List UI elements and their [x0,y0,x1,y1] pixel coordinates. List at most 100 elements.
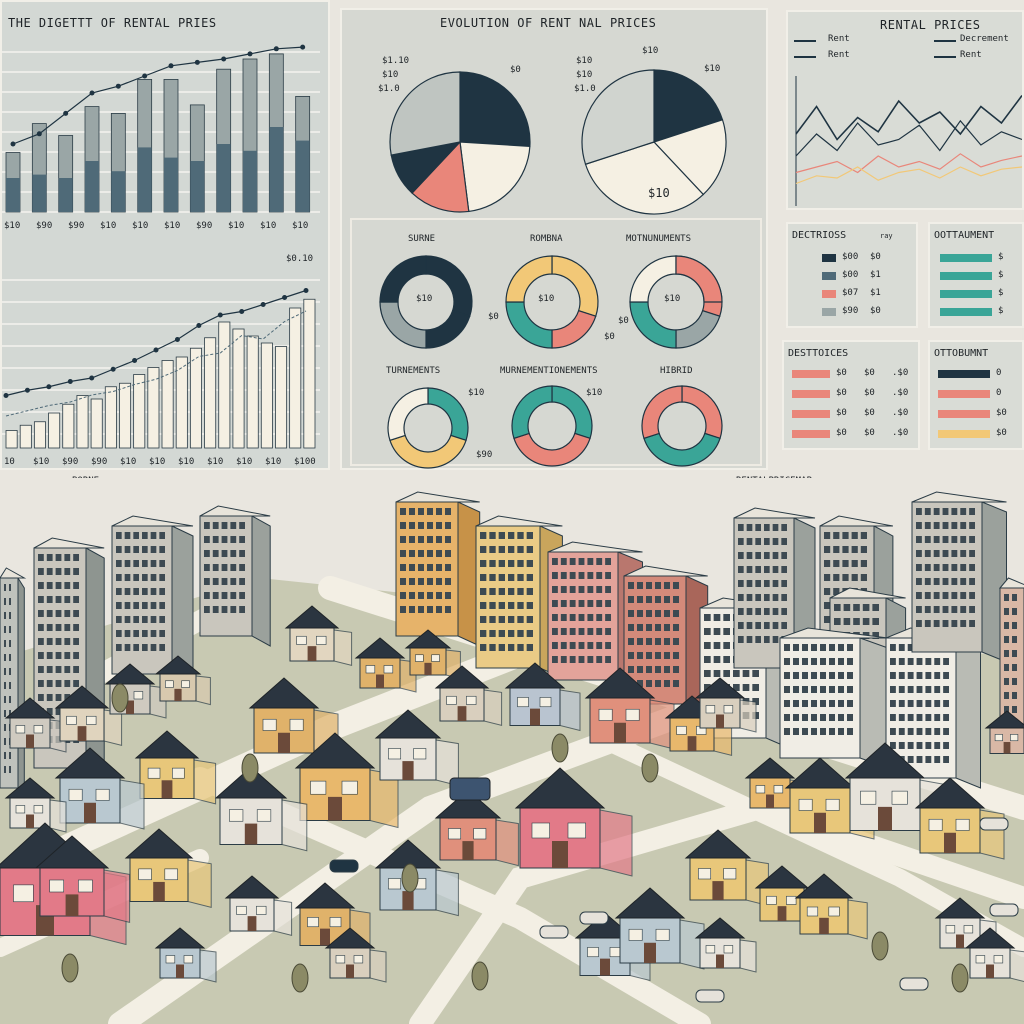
window [445,578,451,585]
window [55,582,62,589]
door [65,894,79,916]
window [448,828,462,840]
window [38,666,44,673]
window [64,582,71,589]
door [278,732,290,753]
pie1-right-label: $0 [510,65,521,75]
window [969,578,975,585]
bar [5,430,18,449]
window [605,614,611,621]
building-roof [911,491,1007,503]
window [851,532,858,539]
window [829,700,835,707]
window [508,602,515,609]
window [587,586,594,593]
table-cell: .$0 [892,408,909,418]
window [764,552,770,559]
window [4,724,6,731]
house-side [979,809,1005,860]
window [341,780,358,795]
window [755,580,761,587]
window [755,538,761,545]
slice [459,71,531,148]
window [517,588,524,595]
slice [653,69,724,143]
window [552,558,558,565]
table-cell: $0 [864,408,875,418]
house-side [193,759,217,805]
window [834,604,841,611]
window [943,672,949,679]
window [924,606,931,613]
window [924,550,931,557]
window [925,728,932,735]
window [46,694,53,701]
window [473,828,487,840]
slice [379,301,427,349]
window [296,635,307,645]
window [150,560,157,567]
house-side [435,869,459,917]
window [335,955,346,964]
house-roof [434,789,502,819]
window [942,522,949,529]
window [820,700,826,707]
trend-point [153,347,159,353]
donut-side: $10 [468,388,485,398]
window [124,588,131,595]
window [560,614,567,621]
window [646,680,652,687]
window [526,616,533,623]
window [802,644,808,651]
window [230,536,237,543]
tick-label: $10 [120,457,136,467]
window [755,622,761,629]
window [73,568,79,575]
door [346,964,354,978]
window [517,602,524,609]
window [969,522,975,529]
window [446,695,457,705]
window [637,652,643,659]
car [989,903,1019,917]
window [820,658,826,665]
window [124,532,131,539]
tick-label: $10 [228,221,244,231]
window [742,670,750,677]
window [723,656,730,663]
window [628,596,634,603]
trend-point [63,110,69,116]
window [664,680,670,687]
window [587,558,594,565]
trend-point [300,44,306,50]
door [944,832,956,853]
window [916,606,922,613]
window [655,652,661,659]
window [872,618,879,625]
window [951,564,958,571]
window [723,705,734,714]
window [596,572,603,579]
window [934,686,941,693]
window [73,582,79,589]
window [829,672,835,679]
window [890,672,896,679]
window [898,742,905,749]
window [212,536,219,543]
window [409,522,415,529]
tree [641,753,659,783]
window [705,705,716,714]
window [418,564,424,571]
trend-point [132,358,138,363]
window [400,606,406,613]
donut-side: $0 [618,316,629,326]
window [498,630,505,637]
window [587,642,594,649]
window [587,572,594,579]
window [872,604,879,611]
donut-center: $10 [416,294,433,304]
table-row: $0$ [934,428,1018,440]
window [204,578,210,585]
building-side [85,547,105,779]
window [834,618,841,625]
